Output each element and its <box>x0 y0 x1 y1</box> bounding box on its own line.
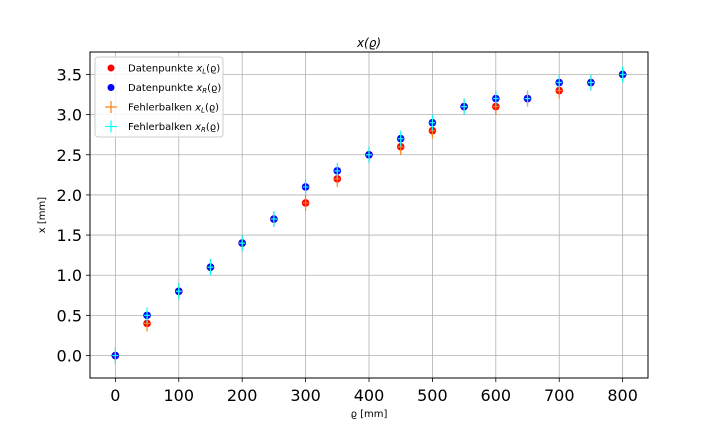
x-tick-label: 200 <box>227 386 258 405</box>
x-tick-label: 800 <box>607 386 638 405</box>
y-tick-label: 0.0 <box>57 347 82 366</box>
x-tick-label: 700 <box>544 386 575 405</box>
y-tick-label: 1.5 <box>57 226 82 245</box>
chart-title: x(ϱ) <box>356 36 381 50</box>
legend: Datenpunkte xL(ϱ) Datenpunkte xR(ϱ) Fehler… <box>94 56 224 138</box>
legend-frame <box>94 56 224 138</box>
legend-marker-point <box>107 64 115 72</box>
x-tick-label: 100 <box>163 386 194 405</box>
legend-label: Fehlerbalken xR(ϱ) <box>128 122 220 134</box>
data-layer <box>111 66 627 364</box>
x-tick-label: 500 <box>417 386 448 405</box>
legend-marker-point <box>107 84 115 91</box>
y-axis-label: x [mm] <box>37 197 48 233</box>
x-tick-label: 0 <box>110 386 120 405</box>
y-tick-label: 3.0 <box>57 106 82 125</box>
legend-label: Datenpunkte xR(ϱ) <box>128 83 221 95</box>
grid-layer <box>90 52 648 378</box>
y-tick-label: 2.0 <box>57 186 82 205</box>
y-tick-label: 3.5 <box>57 65 82 84</box>
x-tick-label: 600 <box>481 386 512 405</box>
y-tick-label: 2.5 <box>57 146 82 165</box>
legend-label: Fehlerbalken xL(ϱ) <box>128 103 219 115</box>
x-axis-label: ϱ [mm] <box>351 409 388 420</box>
x-tick-label: 300 <box>290 386 321 405</box>
x-tick-label: 400 <box>354 386 385 405</box>
legend-label: Datenpunkte xL(ϱ) <box>128 64 220 76</box>
y-tick-label: 1.0 <box>57 266 82 285</box>
y-tick-label: 0.5 <box>57 306 82 325</box>
tick-layer: 0 100 200 300 400 500 600 700 800 0.0 0.5 1.0 1.5 2.0… <box>57 65 638 405</box>
